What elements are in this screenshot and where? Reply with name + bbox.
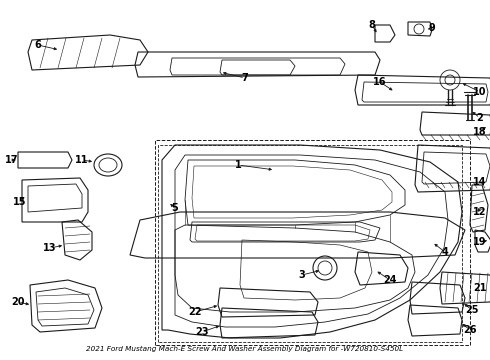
Text: 13: 13 xyxy=(43,243,57,253)
Text: 24: 24 xyxy=(383,275,397,285)
Text: 25: 25 xyxy=(465,305,479,315)
Text: 21: 21 xyxy=(473,283,487,293)
Text: 26: 26 xyxy=(463,325,477,335)
Text: 8: 8 xyxy=(368,20,375,30)
Text: 14: 14 xyxy=(473,177,487,187)
Text: 16: 16 xyxy=(373,77,387,87)
Text: 23: 23 xyxy=(195,327,209,337)
Text: 2: 2 xyxy=(477,113,483,123)
Text: 4: 4 xyxy=(441,247,448,257)
Text: 9: 9 xyxy=(429,23,436,33)
Text: 6: 6 xyxy=(35,40,41,50)
Text: 3: 3 xyxy=(298,270,305,280)
Text: 2021 Ford Mustang Mach-E Screw And Washer Assembly Diagram for -W720810-S450L: 2021 Ford Mustang Mach-E Screw And Washe… xyxy=(86,346,404,352)
Text: 15: 15 xyxy=(13,197,27,207)
Text: 7: 7 xyxy=(242,73,248,83)
Text: 20: 20 xyxy=(11,297,25,307)
Text: 19: 19 xyxy=(473,237,487,247)
Text: 17: 17 xyxy=(5,155,19,165)
Text: 5: 5 xyxy=(172,203,178,213)
Text: 11: 11 xyxy=(75,155,89,165)
Text: 22: 22 xyxy=(188,307,202,317)
Text: 12: 12 xyxy=(473,207,487,217)
Text: 10: 10 xyxy=(473,87,487,97)
Text: 1: 1 xyxy=(235,160,242,170)
Text: 18: 18 xyxy=(473,127,487,137)
